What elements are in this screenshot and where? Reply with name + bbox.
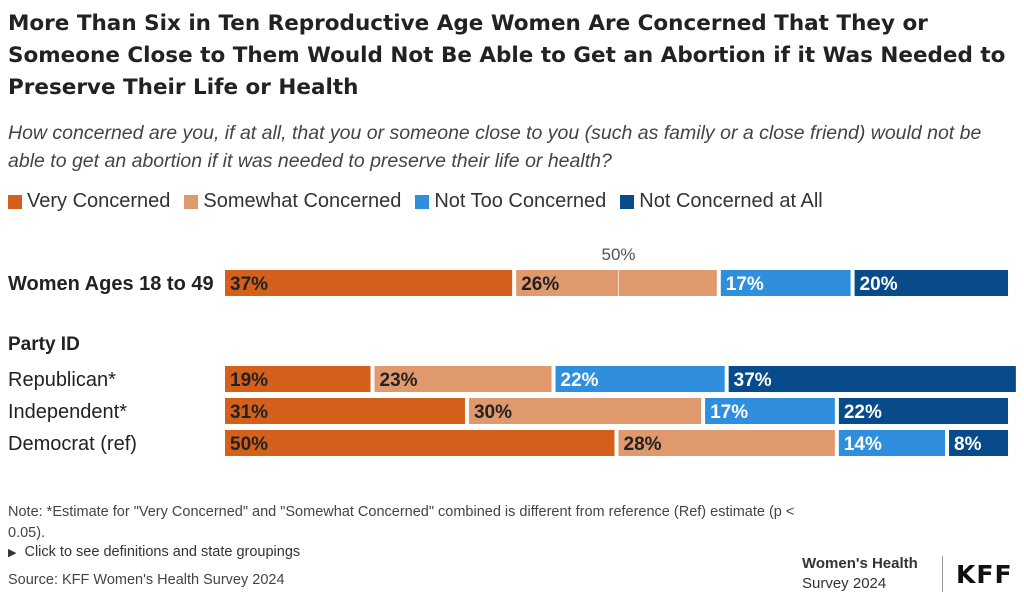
data-label: 37% — [734, 370, 772, 391]
data-label: 22% — [561, 370, 599, 391]
bar-segment — [838, 430, 946, 456]
definitions-toggle-label: Click to see definitions and state group… — [24, 544, 301, 560]
bar-segment — [225, 270, 513, 296]
data-label: 30% — [474, 402, 512, 423]
bar-segment — [838, 398, 1008, 424]
caret-right-icon: ▶ — [8, 547, 17, 559]
bar-segment — [728, 366, 1016, 392]
category-label: Women Ages 18 to 49 — [8, 273, 214, 295]
legend-label: Not Concerned at All — [639, 190, 823, 212]
bar-segment — [705, 398, 835, 424]
footnote: Note: *Estimate for "Very Concerned" and… — [8, 504, 795, 541]
chart-subtitle: How concerned are you, if at all, that y… — [8, 122, 982, 172]
legend-swatch — [415, 194, 430, 209]
data-label: 17% — [710, 402, 748, 423]
legend-item-not-too-concerned: Not Too Concerned — [415, 190, 606, 213]
legend-item-not-concerned-at-all: Not Concerned at All — [620, 190, 823, 213]
legend-label: Not Too Concerned — [434, 190, 607, 212]
bar-segment — [720, 270, 851, 296]
legend-swatch — [8, 194, 22, 209]
group-label: Party ID — [8, 334, 80, 355]
bar-segment — [949, 430, 1008, 456]
category-label: Republican* — [8, 369, 116, 391]
source-text: Source: KFF Women's Health Survey 2024 — [8, 572, 285, 588]
data-label: 19% — [230, 370, 268, 391]
brand-divider — [942, 556, 943, 592]
data-label: 22% — [844, 402, 882, 423]
bar-segment — [225, 398, 465, 424]
stacked-bar-chart: Party ID Women Ages 18 to 49 37% 26% 17% 20% R… — [8, 245, 1016, 456]
bar-segment — [374, 366, 552, 392]
category-label: Democrat (ref) — [8, 433, 137, 455]
data-label: 31% — [230, 402, 268, 423]
reference-line-label: 50% — [601, 245, 635, 264]
bar-segment — [854, 270, 1008, 296]
data-label: 23% — [380, 370, 418, 391]
data-label: 37% — [230, 274, 268, 295]
bar-segment — [516, 270, 717, 296]
survey-brand-line1: Women's Health — [802, 555, 918, 572]
bar-segment — [555, 366, 725, 392]
legend-label: Somewhat Concerned — [203, 190, 402, 212]
legend-item-somewhat-concerned: Somewhat Concerned — [184, 190, 401, 213]
chart-title: More Than Six in Ten Reproductive Age Wo… — [8, 11, 1006, 100]
legend-swatch — [620, 194, 635, 209]
legend: Very Concerned Somewhat Concerned Not To… — [8, 190, 837, 213]
bar-segment — [618, 430, 835, 456]
category-label: Independent* — [8, 401, 127, 423]
data-label: 28% — [624, 434, 662, 455]
data-label: 8% — [954, 434, 982, 455]
legend-label: Very Concerned — [27, 190, 171, 212]
kff-logo: KFF — [956, 560, 1013, 589]
data-label: 20% — [860, 274, 898, 295]
data-label: 17% — [726, 274, 764, 295]
bar-segment — [225, 366, 371, 392]
legend-item-very-concerned: Very Concerned — [8, 190, 170, 213]
bar-segment — [225, 430, 615, 456]
legend-swatch — [184, 194, 199, 209]
data-label: 26% — [521, 274, 559, 295]
data-label: 50% — [230, 434, 268, 455]
definitions-toggle[interactable]: ▶ Click to see definitions and state grou… — [8, 544, 300, 560]
bar-segment — [468, 398, 702, 424]
survey-brand: Women's Health Survey 2024 — [802, 554, 918, 594]
survey-brand-line2: Survey 2024 — [802, 575, 887, 592]
data-label: 14% — [844, 434, 882, 455]
